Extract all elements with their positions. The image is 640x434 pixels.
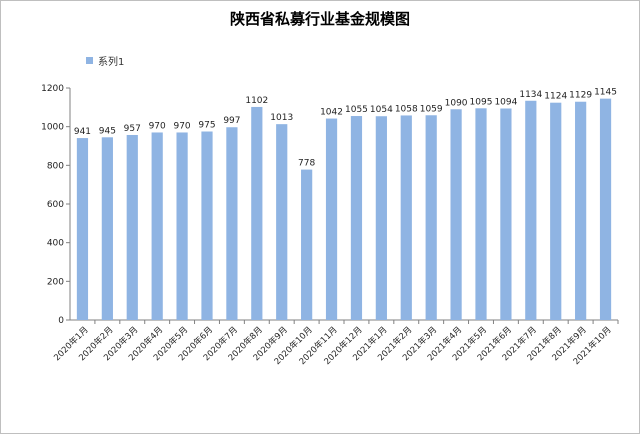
bar: [101, 137, 113, 320]
bar: [450, 109, 462, 321]
y-tick-label: 1000: [41, 123, 64, 133]
bar: [151, 132, 163, 320]
y-tick-label: 1200: [41, 84, 64, 94]
bar: [301, 169, 313, 320]
bar: [575, 101, 587, 320]
bar: [400, 115, 412, 320]
data-label: 1090: [445, 98, 468, 108]
y-tick-label: 800: [47, 161, 64, 171]
y-tick-label: 400: [47, 239, 64, 249]
data-label: 941: [74, 127, 91, 137]
y-tick-label: 200: [47, 277, 64, 287]
bar: [525, 100, 537, 320]
data-label: 1134: [519, 90, 542, 100]
data-label: 1124: [544, 92, 567, 102]
data-label: 957: [124, 124, 141, 134]
bar: [375, 116, 387, 320]
data-label: 1095: [470, 97, 493, 107]
legend-swatch: [86, 57, 93, 64]
bar: [226, 127, 238, 320]
bar: [201, 131, 213, 320]
data-label: 945: [99, 126, 116, 136]
bar: [550, 102, 562, 321]
data-label: 997: [223, 116, 240, 126]
data-label: 970: [173, 121, 190, 131]
bar: [276, 124, 288, 320]
bar: [251, 106, 263, 321]
bar: [475, 108, 487, 320]
legend-label: 系列1: [98, 57, 125, 68]
data-label: 1013: [270, 113, 293, 123]
data-label: 1102: [245, 96, 268, 106]
bar: [76, 138, 89, 320]
data-label: 1145: [594, 88, 617, 98]
bar: [500, 108, 512, 320]
data-label: 1054: [370, 105, 393, 115]
bar: [325, 118, 338, 321]
data-label: 1094: [494, 97, 517, 107]
bar: [126, 134, 138, 320]
data-label: 970: [149, 121, 166, 131]
bar: [425, 115, 437, 320]
chart-title: 陕西省私募行业基金规模图: [229, 10, 410, 28]
data-label: 1055: [345, 105, 368, 115]
bar: [176, 132, 188, 320]
y-tick-label: 0: [58, 316, 64, 326]
data-label: 1059: [420, 104, 443, 114]
bar: [350, 116, 363, 321]
bar: [599, 98, 612, 320]
legend: 系列1: [86, 53, 124, 68]
data-label: 1129: [569, 91, 592, 101]
data-label: 1058: [395, 104, 418, 114]
data-label: 1042: [320, 108, 343, 118]
data-label: 778: [298, 159, 315, 169]
y-tick-label: 600: [47, 200, 64, 210]
data-label: 975: [198, 121, 215, 131]
